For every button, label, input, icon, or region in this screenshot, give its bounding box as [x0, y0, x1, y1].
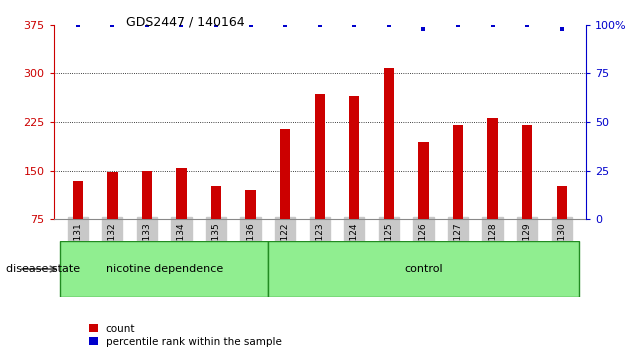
Bar: [556, 186, 567, 219]
Point: [453, 22, 463, 28]
Bar: [211, 186, 221, 219]
Bar: [107, 172, 118, 219]
Point: [349, 22, 359, 28]
Point: [107, 22, 117, 28]
Bar: [349, 96, 360, 219]
Bar: [418, 142, 428, 219]
Bar: [384, 68, 394, 219]
Point: [142, 22, 152, 28]
Text: nicotine dependence: nicotine dependence: [106, 264, 223, 274]
Legend: count, percentile rank within the sample: count, percentile rank within the sample: [87, 321, 284, 349]
Bar: [488, 118, 498, 219]
Point: [418, 26, 428, 32]
Bar: [72, 181, 83, 219]
Point: [246, 22, 256, 28]
Bar: [246, 190, 256, 219]
Point: [384, 22, 394, 28]
Point: [280, 22, 290, 28]
Bar: [522, 125, 532, 219]
Bar: [280, 129, 290, 219]
Point: [488, 22, 498, 28]
Bar: [60, 241, 268, 297]
Point: [72, 22, 83, 28]
Bar: [453, 125, 463, 219]
Bar: [314, 94, 325, 219]
Point: [315, 22, 325, 28]
Point: [211, 22, 221, 28]
Point: [557, 26, 567, 32]
Text: control: control: [404, 264, 443, 274]
Bar: [268, 241, 579, 297]
Bar: [176, 167, 186, 219]
Point: [176, 22, 186, 28]
Text: GDS2447 / 140164: GDS2447 / 140164: [126, 16, 244, 29]
Text: disease state: disease state: [6, 264, 81, 274]
Bar: [142, 171, 152, 219]
Point: [522, 22, 532, 28]
